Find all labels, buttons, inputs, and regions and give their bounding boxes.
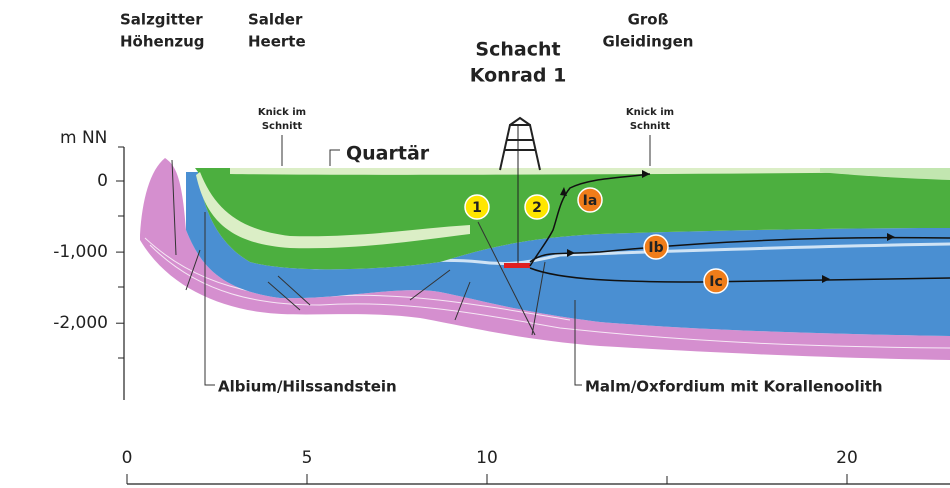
tick-label: 20 (836, 448, 858, 468)
place-label: Konrad 1 (470, 65, 567, 87)
place-label: Höhenzug (120, 33, 205, 51)
tick-label: 5 (302, 448, 313, 468)
tick-label: 10 (476, 448, 498, 468)
knick-label: Schnitt (262, 121, 303, 132)
layer-label: Malm/Oxfordium mit Korallenoolith (585, 378, 883, 396)
place-label: Groß (628, 11, 669, 29)
headframe (499, 116, 541, 265)
tick-label: -2,000 (53, 313, 108, 333)
knick-label: Knick im (626, 107, 674, 118)
marker (464, 194, 490, 220)
knick-label: Knick im (258, 107, 306, 118)
place-label: Salder (248, 11, 303, 29)
marker (703, 268, 729, 294)
place-label: Salzgitter (120, 11, 203, 29)
axis-unit: m NN (60, 128, 107, 148)
repository (504, 263, 530, 268)
marker-label: Ib (648, 240, 663, 256)
tick-label: 0 (97, 171, 108, 191)
place-label: Schacht (475, 39, 560, 61)
tick-label: 0 (122, 448, 133, 468)
marker-label: 1 (472, 200, 482, 216)
place-label: Gleidingen (603, 33, 694, 51)
place-label: Heerte (248, 33, 306, 51)
layer-label: Quartär (346, 143, 430, 165)
marker-label: Ic (709, 274, 723, 290)
knick-label: Schnitt (630, 121, 671, 132)
marker (643, 234, 669, 260)
pink-layer (140, 158, 950, 360)
marker (577, 187, 603, 213)
layer-label: Albium/Hilssandstein (218, 378, 397, 396)
marker-label: 2 (532, 200, 542, 216)
marker-label: Ia (583, 193, 598, 209)
tick-label: -1,000 (53, 242, 108, 262)
marker (524, 194, 550, 220)
